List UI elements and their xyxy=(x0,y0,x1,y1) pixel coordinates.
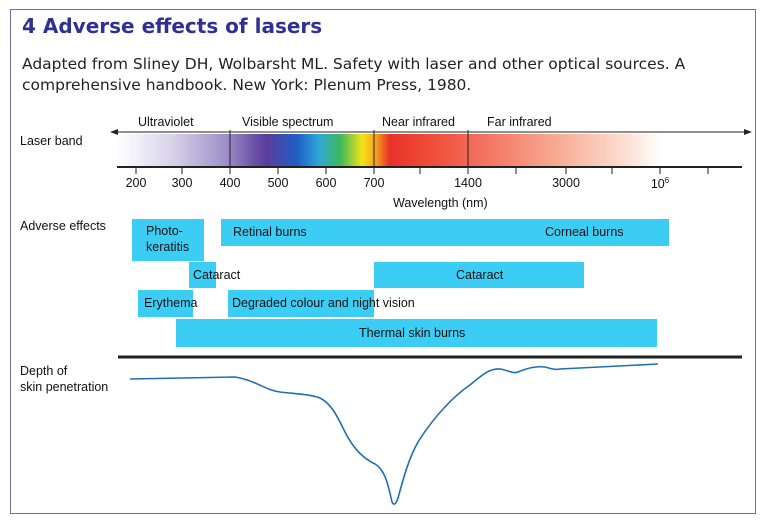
tick-label-1e6: 106 xyxy=(651,176,669,191)
band-far-infrared: Far infrared xyxy=(487,115,552,129)
retinal-burns-label: Retinal burns xyxy=(233,225,307,239)
tick-label-400: 400 xyxy=(219,176,241,190)
subtitle-line-1: Adapted from Sliney DH, Wolbarsht ML. Sa… xyxy=(22,55,686,73)
thermal-skin-burns-label: Thermal skin burns xyxy=(359,326,466,340)
effect-cataract-short xyxy=(189,262,216,288)
tick-label-600: 600 xyxy=(315,176,337,190)
tick-label-1e6-exponent: 6 xyxy=(664,176,670,185)
figure-subtitle: Adapted from Sliney DH, Wolbarsht ML. Sa… xyxy=(22,54,742,96)
subtitle-line-2: comprehensive handbook. New York: Plenum… xyxy=(22,76,472,94)
degraded-vision-label: Degraded colour and night vision xyxy=(232,296,415,310)
tick-label-1400: 1400 xyxy=(454,176,482,190)
tick-label-3000: 3000 xyxy=(552,176,580,190)
laser-band-label: Laser band xyxy=(20,134,83,148)
effect-retinal-corneal-burns: Retinal burns Corneal burns xyxy=(221,219,669,246)
cataract-short-label: Cataract xyxy=(193,268,241,282)
cataract-long-label: Cataract xyxy=(456,268,504,282)
tick-label-200: 200 xyxy=(125,176,147,190)
depth-label-line-2: skin penetration xyxy=(20,380,109,394)
corneal-burns-label: Corneal burns xyxy=(545,225,624,239)
band-visible: Visible spectrum xyxy=(242,115,334,129)
figure-title: 4 Adverse effects of lasers xyxy=(22,14,323,38)
figure-frame xyxy=(10,9,756,514)
band-arrow-right-head xyxy=(744,129,752,135)
depth-label-line-1: Depth of xyxy=(20,364,68,378)
tick-label-1e6-base: 10 xyxy=(650,177,665,192)
band-near-infrared: Near infrared xyxy=(382,115,455,129)
effect-degraded-vision xyxy=(228,290,374,317)
band-ultraviolet: Ultraviolet xyxy=(138,115,194,129)
effect-photokeratitis: Photo- keratitis xyxy=(132,219,204,261)
effect-cataract-long: Cataract xyxy=(374,262,584,288)
erythema-label: Erythema xyxy=(144,296,198,310)
photokeratitis-label-line-1: Photo- xyxy=(146,224,183,238)
photokeratitis-label-line-2: keratitis xyxy=(146,240,190,254)
penetration-curve xyxy=(129,363,659,505)
spectrum-gradient xyxy=(117,134,662,167)
axis-ticks xyxy=(135,167,709,174)
wavelength-axis-title: Wavelength (nm) xyxy=(393,196,488,210)
effect-thermal-skin-burns: Thermal skin burns xyxy=(176,319,657,347)
effect-erythema xyxy=(138,290,193,317)
tick-label-700: 700 xyxy=(363,176,385,190)
adverse-effects-label: Adverse effects xyxy=(20,219,106,233)
tick-label-500: 500 xyxy=(267,176,289,190)
tick-label-300: 300 xyxy=(171,176,193,190)
band-arrow-left-head xyxy=(110,129,118,135)
